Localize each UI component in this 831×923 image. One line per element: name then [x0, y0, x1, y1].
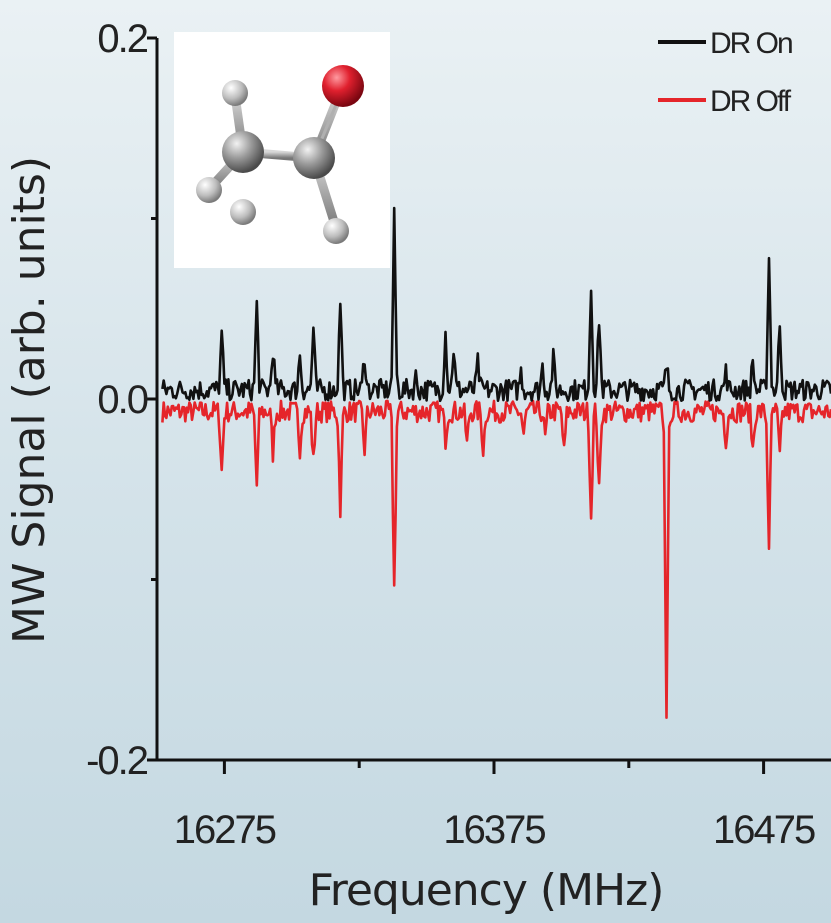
x-tick-label: 16375 [443, 808, 545, 852]
hydrogen-atom [196, 177, 222, 203]
acetaldehyde-molecule-icon [196, 65, 364, 244]
legend-label-dr-off: DR Off [710, 85, 792, 118]
x-tick-label: 16475 [713, 808, 815, 852]
series-layer [161, 206, 831, 719]
legend: DR On DR Off [658, 27, 794, 118]
series-line-dr-off [161, 399, 831, 719]
legend-label-dr-on: DR On [710, 27, 792, 60]
y-tick-label: 0.2 [97, 17, 147, 61]
ticks-layer: 16275 16375 16475 -0.2 0.0 0.2 [86, 17, 817, 852]
carbon-atom [293, 137, 335, 179]
inset-background [174, 32, 390, 268]
y-axis-title: MW Signal (arb. units) [4, 156, 55, 644]
y-tick-label: -0.2 [86, 739, 148, 783]
y-tick-label: 0.0 [97, 378, 147, 422]
series-line-dr-on [161, 206, 831, 403]
x-tick-label: 16275 [174, 808, 276, 852]
oxygen-atom [322, 65, 364, 107]
carbon-atom [222, 131, 264, 173]
hydrogen-atom [222, 80, 248, 106]
x-axis-title: Frequency (MHz) [309, 865, 664, 916]
hydrogen-atom [230, 199, 256, 225]
hydrogen-atom [323, 218, 349, 244]
molecule-inset [174, 32, 390, 268]
